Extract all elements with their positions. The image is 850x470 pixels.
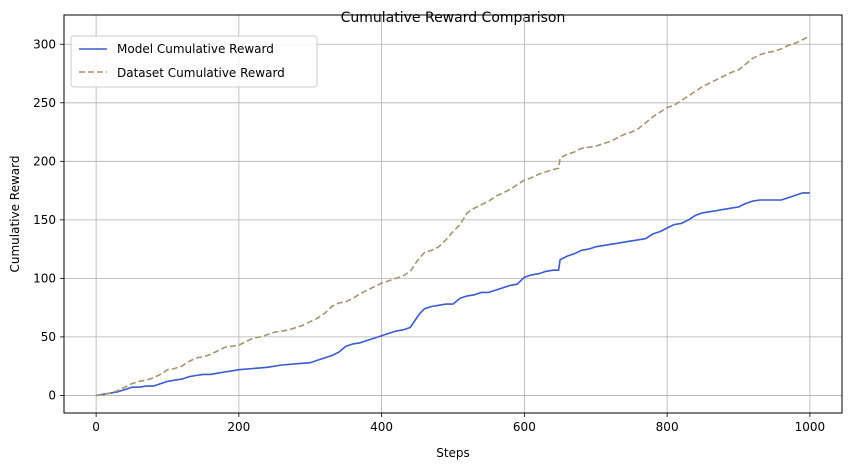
x-tick-label: 1000 bbox=[795, 420, 826, 434]
grid bbox=[64, 15, 842, 413]
legend-label-dataset: Dataset Cumulative Reward bbox=[117, 66, 285, 80]
x-tick-label: 200 bbox=[227, 420, 250, 434]
x-tick-label: 0 bbox=[92, 420, 100, 434]
plot-area-frame bbox=[63, 14, 843, 414]
y-tick-label: 250 bbox=[33, 96, 56, 110]
dataset-reward-line bbox=[95, 35, 811, 397]
y-tick-label: 50 bbox=[41, 330, 56, 344]
legend: Model Cumulative Reward Dataset Cumulati… bbox=[70, 35, 318, 88]
y-tick-label: 100 bbox=[33, 271, 56, 285]
legend-label-model: Model Cumulative Reward bbox=[117, 42, 274, 56]
x-axis-title: Steps bbox=[436, 446, 470, 460]
y-tick-label: 0 bbox=[48, 388, 56, 402]
x-tick-label: 800 bbox=[656, 420, 679, 434]
x-tick-label: 600 bbox=[513, 420, 536, 434]
axis-ticks: 0 200 400 600 800 1000 0 50 100 150 200 250 300 bbox=[33, 37, 825, 434]
x-tick-label: 400 bbox=[370, 420, 393, 434]
y-axis-title: Cumulative Reward bbox=[8, 156, 22, 273]
y-tick-label: 150 bbox=[33, 213, 56, 227]
chart-title: Cumulative Reward Comparison bbox=[341, 10, 566, 26]
legend-box bbox=[70, 35, 318, 88]
y-tick-label: 200 bbox=[33, 154, 56, 168]
series-lines bbox=[95, 35, 811, 397]
y-tick-label: 300 bbox=[33, 37, 56, 51]
model-reward-line bbox=[95, 192, 810, 397]
